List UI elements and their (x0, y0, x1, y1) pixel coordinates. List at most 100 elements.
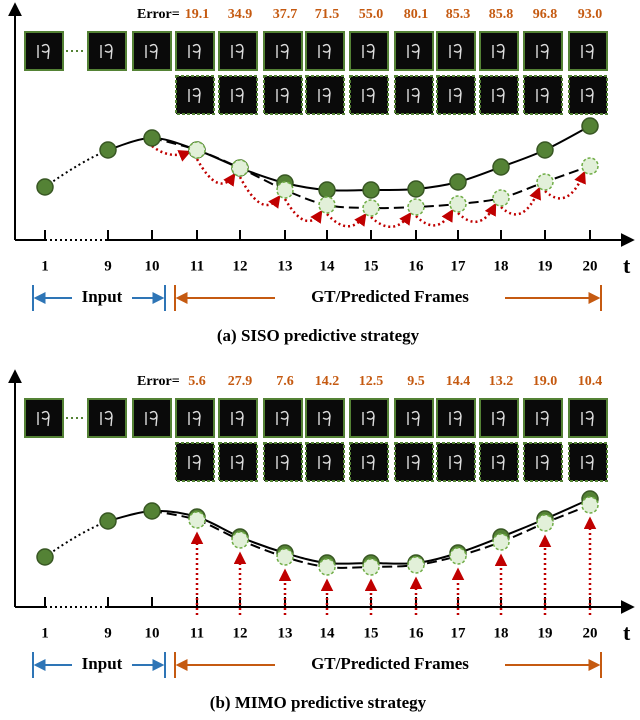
error-value: 14.4 (446, 374, 471, 389)
gt-curve (108, 126, 590, 191)
frame (219, 32, 257, 70)
x-label: 14 (320, 258, 336, 274)
frame (395, 443, 433, 481)
frame (437, 76, 475, 114)
pred-point (493, 190, 509, 206)
x-label: 1 (41, 625, 49, 641)
x-label: 17 (451, 625, 467, 641)
frame (306, 443, 344, 481)
frame (569, 32, 607, 70)
x-label: 13 (278, 258, 293, 274)
pred-point (319, 197, 335, 213)
x-label: 17 (451, 258, 467, 274)
pred-point (537, 174, 553, 190)
error-value: 19.0 (533, 374, 558, 389)
frame (524, 399, 562, 437)
error-value: 96.8 (533, 7, 558, 22)
pred-point (537, 515, 553, 531)
frame (25, 399, 63, 437)
error-value: 55.0 (359, 7, 384, 22)
frame (395, 399, 433, 437)
pred-point (450, 196, 466, 212)
gt-point (144, 130, 160, 146)
gt-point (408, 181, 424, 197)
frame (176, 399, 214, 437)
input-label: Input (82, 654, 123, 673)
frame (176, 76, 214, 114)
error-value: 19.1 (185, 7, 210, 22)
pred-point (493, 534, 509, 550)
gt-point (537, 142, 553, 158)
x-label: 10 (145, 625, 160, 641)
frame (306, 399, 344, 437)
frame (306, 76, 344, 114)
gt-link (45, 521, 108, 557)
gt-point (319, 182, 335, 198)
x-label: 11 (190, 625, 204, 641)
error-value: 85.8 (489, 7, 514, 22)
pred-point (189, 142, 205, 158)
x-label: 12 (233, 625, 248, 641)
pred-point (363, 559, 379, 575)
error-value: 12.5 (359, 374, 384, 389)
frame (524, 76, 562, 114)
frame (480, 76, 518, 114)
frames-label: GT/Predicted Frames (311, 287, 469, 306)
pred-point (582, 158, 598, 174)
x-label: 9 (104, 258, 112, 274)
frame (350, 76, 388, 114)
error-value: 27.9 (228, 374, 253, 389)
frame (350, 443, 388, 481)
x-label: 10 (145, 258, 160, 274)
pred-point (277, 549, 293, 565)
error-value: 13.2 (489, 374, 514, 389)
frame (264, 76, 302, 114)
error-value: 80.1 (404, 7, 429, 22)
x-label: 20 (583, 625, 598, 641)
error-value: 14.2 (315, 374, 340, 389)
gt-point (144, 503, 160, 519)
frame (176, 443, 214, 481)
pred-point (582, 497, 598, 513)
frame (395, 32, 433, 70)
input-label: Input (82, 287, 123, 306)
x-label: 18 (494, 258, 509, 274)
gt-point (363, 182, 379, 198)
axis-label: t (623, 620, 631, 645)
frame (264, 443, 302, 481)
frame (437, 443, 475, 481)
frame (569, 399, 607, 437)
gt-point (37, 179, 53, 195)
x-label: 12 (233, 258, 248, 274)
gt-curve (108, 499, 590, 564)
error-value: 71.5 (315, 7, 340, 22)
frame (480, 32, 518, 70)
error-value: 10.4 (578, 374, 603, 389)
frame (219, 443, 257, 481)
x-label: 19 (538, 258, 553, 274)
gt-link (45, 150, 108, 187)
gt-point (100, 142, 116, 158)
frame (264, 399, 302, 437)
gt-point (582, 118, 598, 134)
pred-point (319, 559, 335, 575)
diagram: Error=19.134.937.771.555.080.185.385.896… (0, 0, 640, 720)
frame (264, 32, 302, 70)
pred-point (408, 199, 424, 215)
pred-point (450, 548, 466, 564)
pred-point (408, 557, 424, 573)
x-label: 19 (538, 625, 553, 641)
pred-point (189, 512, 205, 528)
error-label: Error= (137, 7, 180, 22)
frame (306, 32, 344, 70)
error-value: 34.9 (228, 7, 253, 22)
frame (437, 32, 475, 70)
frame (569, 443, 607, 481)
frame (88, 32, 126, 70)
frame (350, 399, 388, 437)
frame (524, 443, 562, 481)
gt-point (450, 174, 466, 190)
x-label: 16 (409, 625, 425, 641)
x-label: 14 (320, 625, 336, 641)
x-label: 15 (364, 625, 379, 641)
